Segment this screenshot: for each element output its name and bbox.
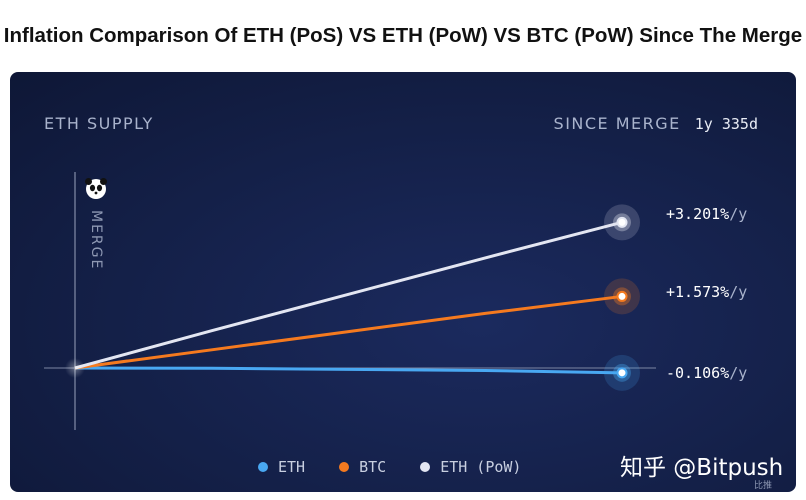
series-line-eth-pow xyxy=(74,220,623,370)
page-title: Inflation Comparison Of ETH (PoS) VS ETH… xyxy=(3,24,803,47)
merge-origin-glow xyxy=(65,358,85,378)
watermark: 知乎 @Bitpush xyxy=(620,455,784,481)
legend-dot-eth-pow xyxy=(420,462,431,472)
eth-supply-label: ETH SUPPLY xyxy=(44,114,154,133)
panda-icon xyxy=(85,178,107,199)
eth-pow-rate: +3.201%/y xyxy=(666,205,748,223)
since-merge-header: SINCE MERGE 1y 335d xyxy=(554,114,758,133)
since-merge-label: SINCE MERGE xyxy=(553,114,681,133)
chart-panel: ETH SUPPLY SINCE MERGE 1y 335d MERGE +3.… xyxy=(10,72,796,492)
end-point-btc xyxy=(616,290,628,302)
eth-rate: -0.106%/y xyxy=(666,364,748,382)
legend-dot-btc xyxy=(339,462,350,472)
watermark-small: 比推 xyxy=(754,481,773,491)
series-line-eth xyxy=(74,366,623,375)
legend-item-btc: BTC xyxy=(339,458,386,476)
chart-plot-area xyxy=(44,172,656,430)
end-point-eth-pow xyxy=(616,216,628,228)
btc-rate: +1.573%/y xyxy=(666,283,748,301)
legend-item-eth: ETH xyxy=(258,458,305,476)
legend-item-eth-pow: ETH (PoW) xyxy=(420,458,521,476)
chart-legend: ETH BTC ETH (PoW) xyxy=(258,458,521,476)
series-line-btc xyxy=(74,294,623,370)
duration-value: 1y 335d xyxy=(694,115,758,133)
legend-dot-eth xyxy=(258,462,268,472)
end-point-eth xyxy=(616,367,628,379)
merge-label: MERGE xyxy=(88,210,104,271)
